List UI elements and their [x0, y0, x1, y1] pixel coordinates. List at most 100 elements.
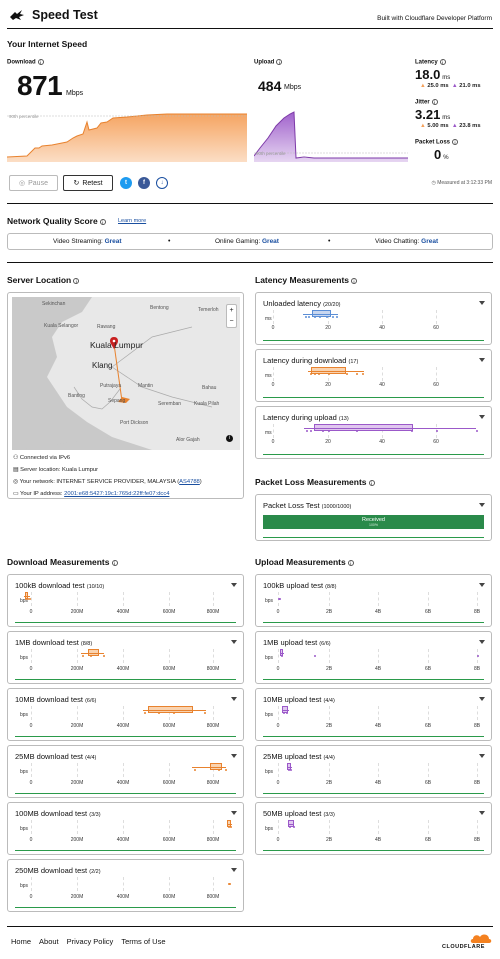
- rabbit-logo-icon[interactable]: [8, 8, 26, 22]
- data-point: [90, 655, 92, 657]
- footer-link-terms[interactable]: Terms of Use: [121, 937, 166, 946]
- chevron-down-icon[interactable]: [479, 583, 485, 587]
- axis-tick: 800M: [206, 666, 220, 672]
- footer-link-home[interactable]: Home: [11, 937, 32, 946]
- map-label: Temerloh: [198, 307, 219, 313]
- data-point: [314, 316, 316, 318]
- data-point: [326, 316, 328, 318]
- box-plot-box: [312, 310, 331, 317]
- latency-card: Latency during download (17) ms 0 20 40 60: [255, 349, 492, 402]
- data-point: [308, 316, 310, 318]
- status-line: [263, 850, 484, 851]
- axis-tick: 40: [379, 382, 385, 388]
- packet-loss-card: Packet Loss Test (1000/1000) Received 10…: [255, 494, 492, 541]
- download-test-title: 100kB download test (10/10): [15, 581, 105, 590]
- data-point: [290, 769, 292, 771]
- chevron-down-icon[interactable]: [479, 415, 485, 419]
- download-card: 25MB download test (4/4) bps 0 200M 400M 600M…: [7, 745, 244, 798]
- server-location-row: ▤ Server location: Kuala Lumpur: [13, 467, 99, 473]
- chevron-down-icon[interactable]: [479, 754, 485, 758]
- status-line: [263, 454, 484, 455]
- chevron-down-icon[interactable]: [479, 811, 485, 815]
- packet-loss-test-title: Packet Loss Test (1000/1000): [263, 501, 352, 510]
- status-line: [15, 907, 236, 908]
- box-plot-box: [282, 706, 288, 713]
- chevron-down-icon[interactable]: [231, 583, 237, 587]
- status-line: [15, 736, 236, 737]
- info-icon[interactable]: i: [37, 59, 44, 65]
- upload-measurements-title: Upload Measurements i: [255, 557, 354, 567]
- chevron-down-icon[interactable]: [231, 640, 237, 644]
- chevron-down-icon[interactable]: [231, 811, 237, 815]
- axis-tick: 600M: [162, 609, 176, 615]
- chevron-down-icon[interactable]: [479, 301, 485, 305]
- chevron-down-icon[interactable]: [479, 640, 485, 644]
- map-label: Kuala Selangor: [44, 323, 79, 329]
- footer-link-privacy[interactable]: Privacy Policy: [66, 937, 114, 946]
- footer-link-about[interactable]: About: [39, 937, 59, 946]
- asn-link[interactable]: AS4788: [179, 479, 200, 485]
- info-icon[interactable]: i: [73, 277, 80, 284]
- box-plot-whisker: [81, 653, 104, 654]
- box-plot-whisker: [143, 710, 206, 711]
- chevron-down-icon[interactable]: [231, 754, 237, 758]
- retest-button[interactable]: ↻ Retest: [63, 175, 113, 191]
- download-card: 10MB download test (6/6) bps 0 200M 400M 600M…: [7, 688, 244, 741]
- zoom-out-button[interactable]: −: [229, 318, 234, 325]
- chevron-down-icon[interactable]: [231, 697, 237, 701]
- map-label: Seremban: [158, 401, 182, 407]
- latency-title: Latency Measurements i: [255, 275, 358, 285]
- received-pct: 100%: [369, 523, 378, 527]
- twitter-icon[interactable]: t: [120, 177, 132, 189]
- server-icon: ▤: [13, 467, 19, 473]
- info-icon[interactable]: i: [452, 139, 459, 145]
- info-icon[interactable]: i: [276, 59, 283, 65]
- map[interactable]: Sekinchan Bentong Temerloh Kuala Selango…: [12, 297, 240, 450]
- bullet: •: [328, 238, 331, 245]
- info-icon[interactable]: i: [111, 559, 118, 566]
- data-point: [411, 430, 413, 432]
- axis-tick: 40: [379, 439, 385, 445]
- pause-button[interactable]: ◎ Pause: [9, 175, 58, 191]
- axis-unit: bps: [20, 598, 29, 604]
- facebook-icon[interactable]: f: [138, 177, 150, 189]
- upload-card: 10MB upload test (4/4) bps 0 2B 4B 6B 8B: [255, 688, 492, 741]
- chevron-down-icon[interactable]: [231, 868, 237, 872]
- info-icon[interactable]: i: [99, 218, 106, 225]
- latency-value: 18.0 ms: [415, 67, 451, 82]
- info-icon[interactable]: i: [351, 277, 358, 284]
- built-with-text[interactable]: Built with Cloudflare Developer Platform: [377, 15, 492, 22]
- box-plot-box: [88, 649, 99, 656]
- info-icon[interactable]: i: [226, 435, 233, 442]
- learn-more-link[interactable]: Learn more: [118, 218, 147, 224]
- refresh-icon: ↻: [73, 180, 80, 187]
- download-test-title: 1MB download test (8/8): [15, 638, 93, 647]
- axis-unit: ms: [265, 316, 272, 322]
- zoom-in-button[interactable]: +: [229, 307, 234, 314]
- axis-tick: 800M: [206, 723, 220, 729]
- map-label: Klang: [92, 361, 113, 370]
- chevron-down-icon[interactable]: [479, 697, 485, 701]
- download-unit: Mbps: [66, 90, 84, 97]
- axis-tick: 2B: [325, 666, 333, 672]
- axis-tick: 400M: [116, 609, 130, 615]
- box-plot: [256, 746, 491, 797]
- box-plot: [8, 803, 243, 854]
- measured-at: ◷ Measured at 3:12:33 PM: [431, 180, 492, 186]
- data-point: [229, 883, 231, 885]
- chevron-down-icon[interactable]: [479, 503, 485, 507]
- data-point: [476, 430, 478, 432]
- info-icon[interactable]: i: [431, 99, 438, 105]
- data-point: [310, 373, 312, 375]
- info-icon[interactable]: i: [347, 559, 354, 566]
- ip-link[interactable]: 2001:e68:5427:19c1:765d:22ff:fe07:dcc4: [64, 491, 170, 497]
- box-plot-whisker: [308, 371, 364, 372]
- upload-value: 484: [258, 78, 282, 94]
- axis-tick: 0: [29, 666, 33, 672]
- data-point: [281, 655, 283, 657]
- chevron-down-icon[interactable]: [479, 358, 485, 362]
- info-icon[interactable]: i: [368, 479, 375, 486]
- info-icon[interactable]: i: [439, 59, 446, 65]
- download-results-icon[interactable]: ↓: [156, 177, 168, 189]
- box-plot: [256, 803, 491, 854]
